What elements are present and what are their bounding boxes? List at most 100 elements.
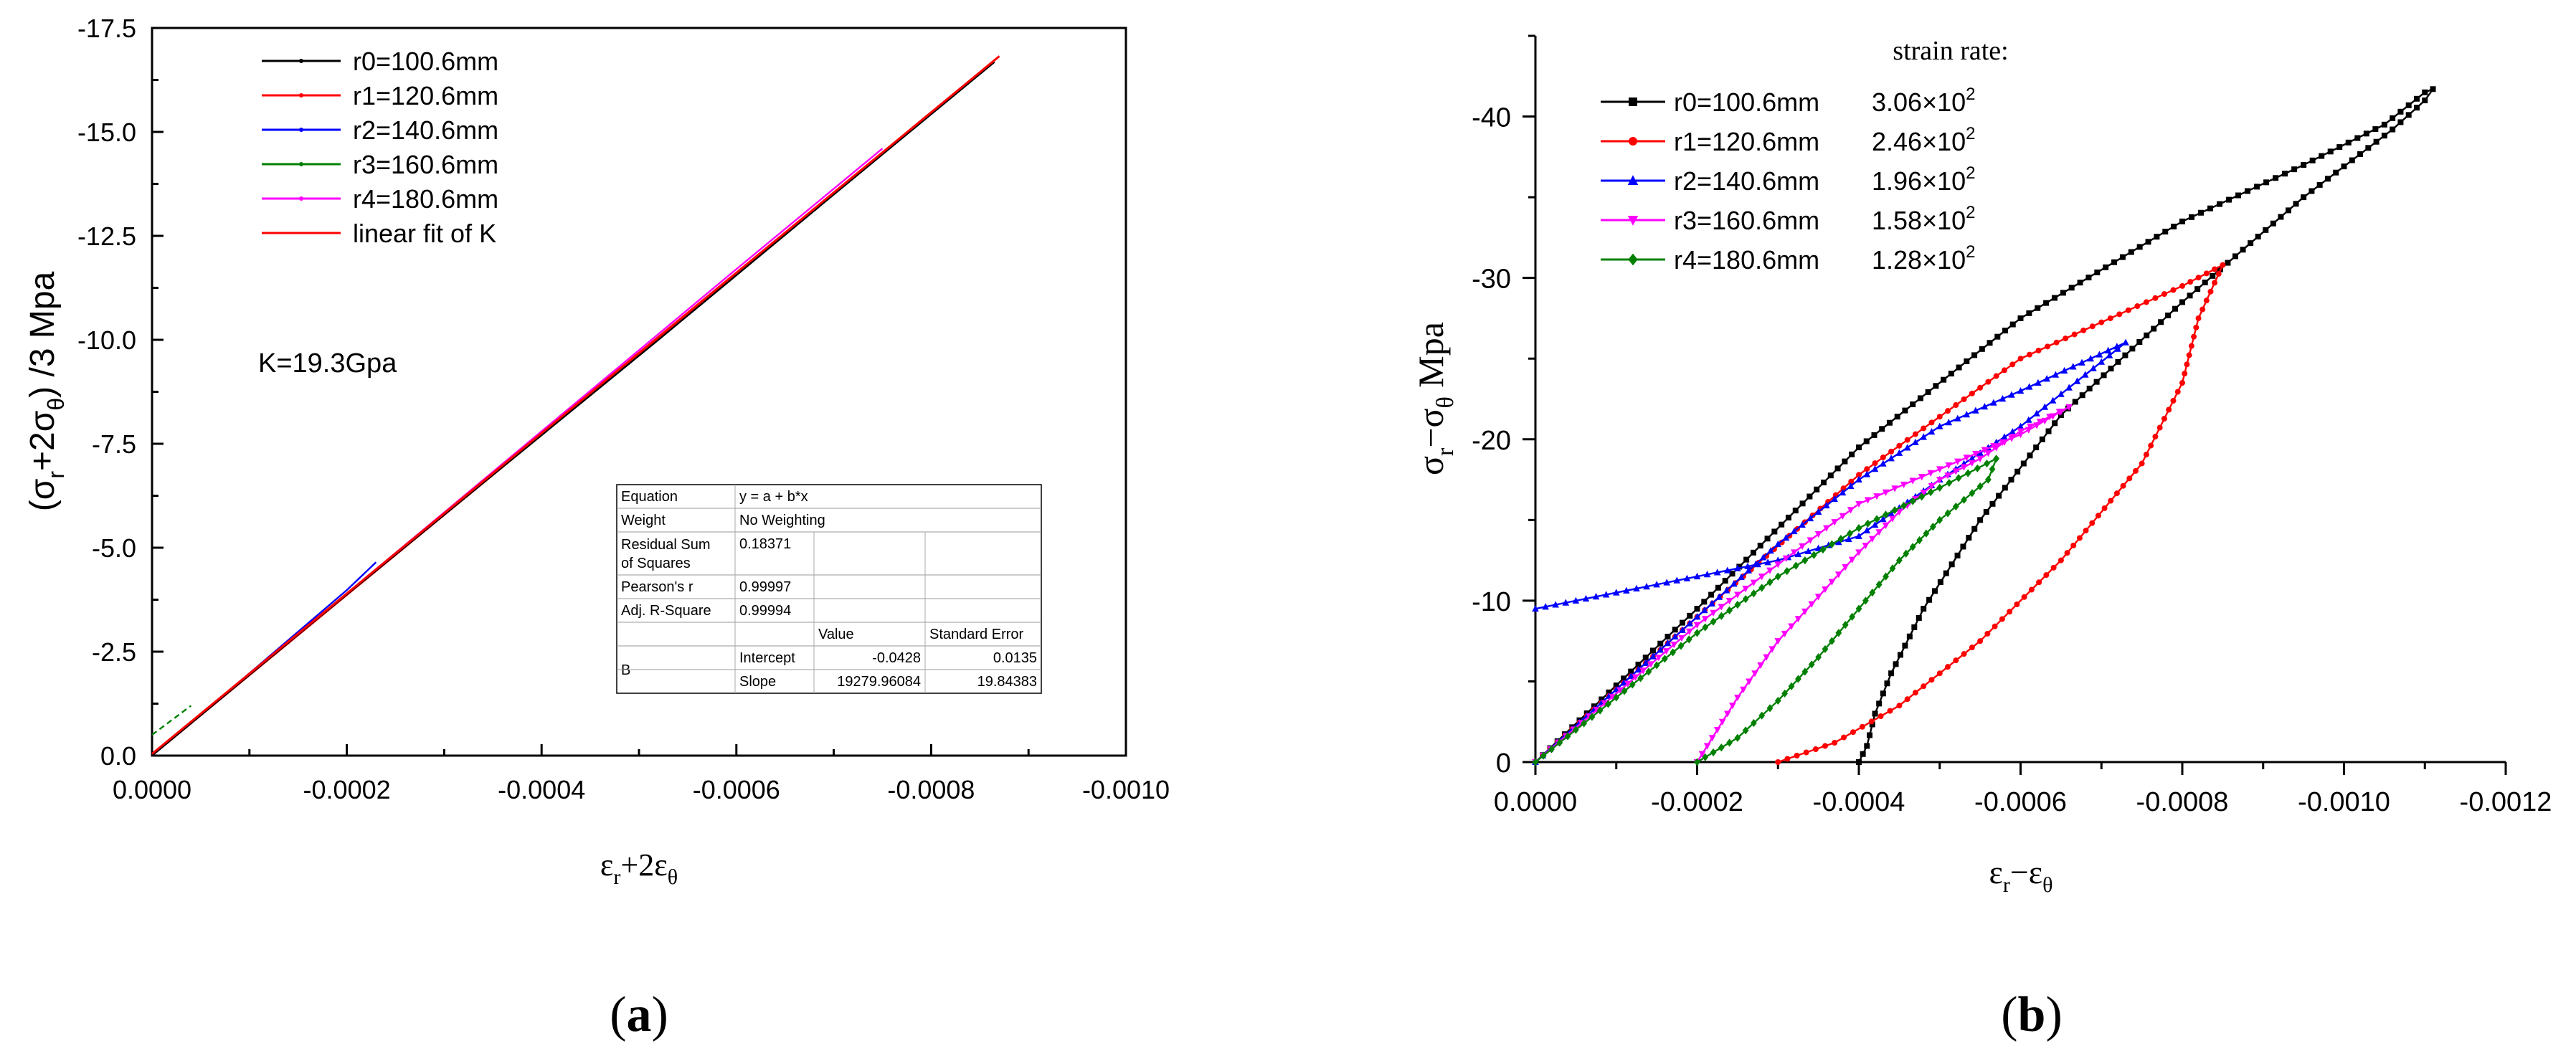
data-point [1620, 679, 1627, 686]
data-point [1810, 551, 1817, 559]
data-point [1766, 578, 1774, 586]
y-tick-label: -5.0 [92, 533, 136, 563]
data-point [1992, 444, 2000, 452]
data-point [2035, 305, 2041, 311]
data-point [1928, 419, 1935, 426]
data-point [1708, 735, 1716, 742]
data-point [2263, 227, 2269, 233]
data-point [2014, 601, 2020, 608]
data-point [2083, 528, 2089, 534]
data-point [1912, 438, 1919, 446]
data-point [2113, 490, 2120, 497]
data-point [2129, 346, 2136, 352]
data-point [2143, 452, 2149, 458]
data-point [1750, 579, 1758, 586]
data-point [1917, 395, 1923, 401]
y-tick-label: -2.5 [92, 637, 136, 667]
data-point [2210, 272, 2216, 279]
data-point [1822, 743, 1829, 749]
data-point [1701, 599, 1708, 605]
data-point [2041, 417, 2049, 425]
data-point [2405, 102, 2412, 108]
legend-strain-rate: 1.58×102 [1872, 203, 1976, 235]
data-point [1677, 642, 1685, 650]
series-line [1535, 262, 2225, 764]
data-point [2009, 321, 2016, 328]
chart-a-x-ticks: 0.0000 -0.0002 -0.0004 -0.0006 -0.0008 -0.001… [113, 744, 1170, 804]
data-point [1999, 616, 2005, 622]
data-point [1801, 556, 1809, 565]
data-point [1927, 487, 1934, 497]
fit-table-cell: Slope [739, 674, 776, 690]
y-tick-label: -30 [1472, 265, 1511, 295]
series-line [1535, 406, 2070, 763]
fit-results-table: Equation y = a + b*x Weight No Weighting Res… [616, 484, 1042, 694]
data-point [2179, 379, 2185, 386]
data-point [1902, 407, 1908, 414]
data-point [2008, 391, 2015, 398]
data-point [1609, 693, 1616, 701]
data-point [2115, 358, 2121, 365]
data-point [1918, 474, 1926, 481]
chart-b-y-axis-title: σr−σθ Mpa [1411, 322, 1459, 475]
data-point [1694, 606, 1700, 612]
data-point [1842, 563, 1850, 571]
data-point [1971, 525, 1978, 532]
data-point [2087, 355, 2095, 362]
data-point [2152, 434, 2159, 440]
data-point [2354, 135, 2361, 141]
data-point [2009, 427, 2017, 435]
data-point [1855, 549, 1862, 556]
legend-label: r4=180.6mm [353, 184, 498, 214]
data-point [1801, 608, 1809, 616]
data-point [1981, 447, 1989, 454]
data-point [1985, 379, 1992, 385]
data-point [1758, 711, 1766, 720]
data-point [1792, 561, 1799, 570]
data-point [1987, 340, 1993, 346]
legend-marker [299, 59, 303, 63]
data-point [1864, 466, 1870, 472]
data-point [1703, 743, 1711, 750]
data-point [1781, 689, 1789, 698]
data-point [1944, 509, 1951, 518]
data-point [1799, 543, 1806, 551]
data-point [1552, 601, 1559, 608]
data-point [1679, 626, 1686, 633]
data-point [2043, 572, 2050, 579]
fit-table-border [616, 484, 1042, 694]
fit-table-cell: 19279.96084 [837, 674, 921, 690]
data-point [1822, 586, 1829, 594]
data-point [2349, 157, 2355, 163]
data-point [1879, 426, 1885, 432]
data-point [1863, 470, 1871, 477]
y-tick-label: 0 [1496, 748, 1511, 779]
data-point [1936, 670, 1943, 677]
data-point [1963, 455, 1971, 462]
data-point [1983, 509, 1989, 515]
data-point [2390, 115, 2396, 121]
data-point [2381, 133, 2387, 139]
data-point [2033, 409, 2040, 417]
data-point [2203, 270, 2210, 277]
data-point [2232, 253, 2238, 260]
data-point [2076, 535, 2083, 541]
data-point [1969, 460, 1976, 467]
data-point [1628, 668, 1634, 675]
data-point [1952, 502, 1959, 511]
data-point [1933, 383, 1939, 389]
data-point [1936, 466, 1943, 473]
data-point [1855, 604, 1862, 613]
data-point [1912, 431, 1918, 437]
data-point [1814, 508, 1822, 515]
data-point [1862, 596, 1869, 605]
data-point [1665, 634, 1671, 640]
data-point [1880, 515, 1887, 523]
data-point [1868, 536, 1876, 543]
data-point [1847, 529, 1853, 538]
data-point [1834, 465, 1841, 472]
data-point [1999, 395, 2007, 402]
data-point [2151, 325, 2157, 332]
data-point [1835, 538, 1842, 546]
data-point [1904, 437, 1910, 443]
